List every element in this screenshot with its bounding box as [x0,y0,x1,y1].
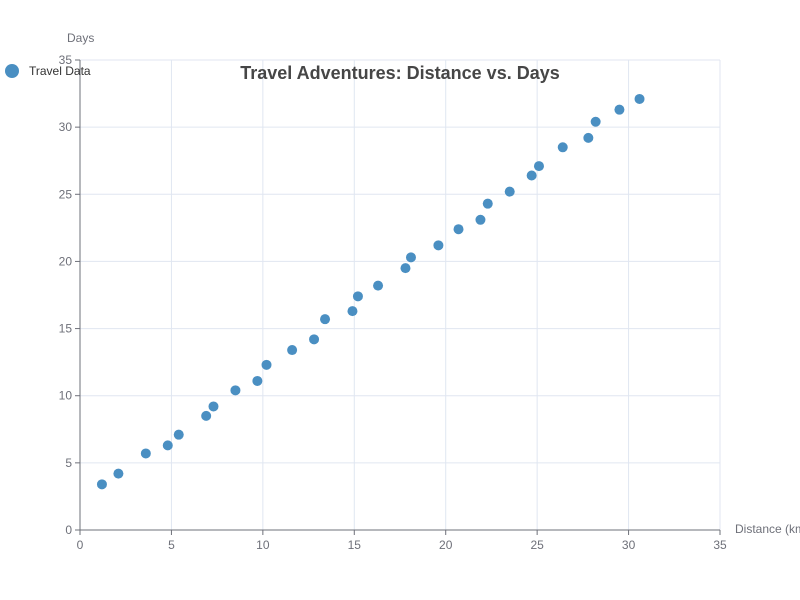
x-tick-label: 35 [713,538,727,552]
data-point[interactable] [526,170,537,181]
y-tick-label: 10 [59,389,73,403]
x-axis-ticks: 0 5 10 15 20 25 30 35 [77,530,727,552]
y-tick-label: 20 [59,254,73,268]
grid-lines [80,59,721,530]
data-point[interactable] [208,401,219,412]
y-axis-ticks: 0 5 10 15 20 25 30 35 [59,53,80,537]
data-point[interactable] [173,429,184,440]
x-tick-label: 0 [77,538,84,552]
legend-marker [5,64,19,78]
y-tick-label: 30 [59,120,73,134]
data-point[interactable] [201,410,212,421]
data-points [96,93,645,490]
data-point[interactable] [504,186,515,197]
data-point[interactable] [347,306,358,317]
data-point[interactable] [113,468,124,479]
data-point[interactable] [453,224,464,235]
data-point[interactable] [557,142,568,153]
data-point[interactable] [373,280,384,291]
data-point[interactable] [230,385,241,396]
x-tick-label: 15 [348,538,362,552]
y-axis-label: Days [67,31,94,45]
y-tick-label: 35 [59,53,73,67]
data-point[interactable] [352,291,363,302]
chart-title: Travel Adventures: Distance vs. Days [240,63,559,83]
x-axis-label: Distance (km) [735,522,800,536]
data-point[interactable] [162,440,173,451]
data-point[interactable] [320,314,331,325]
data-point[interactable] [614,104,625,115]
y-tick-label: 25 [59,187,73,201]
x-tick-label: 10 [256,538,270,552]
data-point[interactable] [590,116,601,127]
x-tick-label: 25 [530,538,544,552]
data-point[interactable] [400,263,411,274]
data-point[interactable] [583,132,594,143]
legend-label: Travel Data [29,64,91,78]
data-point[interactable] [252,375,263,386]
y-tick-label: 0 [65,523,72,537]
legend[interactable]: Travel Data [5,64,91,78]
data-point[interactable] [433,240,444,251]
x-tick-label: 30 [622,538,636,552]
data-point[interactable] [287,345,298,356]
data-point[interactable] [533,161,544,172]
data-point[interactable] [261,359,272,370]
data-point[interactable] [309,334,320,345]
data-point[interactable] [96,479,107,490]
data-point[interactable] [634,93,645,104]
axes [79,60,720,531]
data-point[interactable] [482,198,493,209]
data-point[interactable] [405,252,416,263]
x-tick-label: 5 [168,538,175,552]
x-tick-label: 20 [439,538,453,552]
y-tick-label: 15 [59,322,73,336]
data-point[interactable] [140,448,151,459]
y-tick-label: 5 [65,456,72,470]
data-point[interactable] [475,214,486,225]
